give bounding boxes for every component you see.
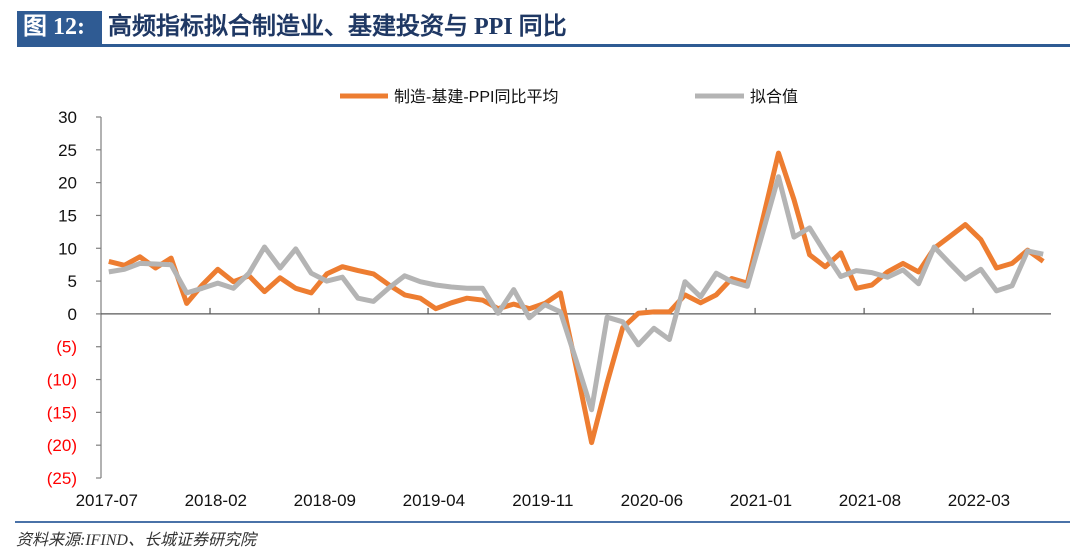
legend: 制造-基建-PPI同比平均 拟合值 — [340, 88, 798, 106]
footer-divider — [15, 521, 1070, 523]
y-tick-label: (15) — [47, 403, 77, 422]
x-tick-label: 2019-04 — [403, 491, 465, 510]
line-chart: 制造-基建-PPI同比平均 拟合值 30 25 20 15 10 5 0 (5) (10) (15… — [47, 88, 1051, 510]
figure-header: 图 12: 高频指标拟合制造业、基建投资与 PPI 同比 — [17, 11, 567, 44]
x-tick-label: 2017-07 — [76, 491, 138, 510]
title-divider — [17, 44, 1070, 47]
x-tick-label: 2018-09 — [294, 491, 356, 510]
legend-label-fit: 拟合值 — [750, 88, 798, 106]
figure-label: 图 12: — [17, 11, 102, 44]
x-tick-label: 2022-03 — [948, 491, 1010, 510]
y-tick-label: 15 — [58, 206, 77, 225]
series-line-actual — [108, 150, 1045, 446]
y-tick-label: 10 — [58, 239, 77, 258]
x-tick-label: 2020-06 — [621, 491, 683, 510]
series-lines — [108, 150, 1045, 446]
y-tick-label: (5) — [56, 338, 77, 357]
x-tick-label: 2018-02 — [185, 491, 247, 510]
y-tick-label: (10) — [47, 371, 77, 390]
y-tick-label: 5 — [68, 272, 77, 291]
y-tick-label: 0 — [68, 305, 77, 324]
y-tick-label: (25) — [47, 469, 77, 488]
y-tick-label: 30 — [58, 108, 77, 127]
series-line-fit — [108, 174, 1044, 413]
axes: 30 25 20 15 10 5 0 (5) (10) (15) (20) (25) 2017-07 20… — [47, 108, 1051, 510]
y-tick-label: 25 — [58, 141, 77, 160]
y-tick-label: 20 — [58, 174, 77, 193]
source-note: 资料来源:IFIND、长城证券研究院 — [16, 532, 256, 549]
figure-title: 高频指标拟合制造业、基建投资与 PPI 同比 — [108, 14, 567, 40]
x-tick-label: 2019-11 — [512, 491, 573, 510]
y-tick-label: (20) — [47, 436, 77, 455]
x-tick-label: 2021-08 — [839, 491, 901, 510]
x-tick-label: 2021-01 — [730, 491, 792, 510]
legend-label-actual: 制造-基建-PPI同比平均 — [394, 88, 558, 106]
